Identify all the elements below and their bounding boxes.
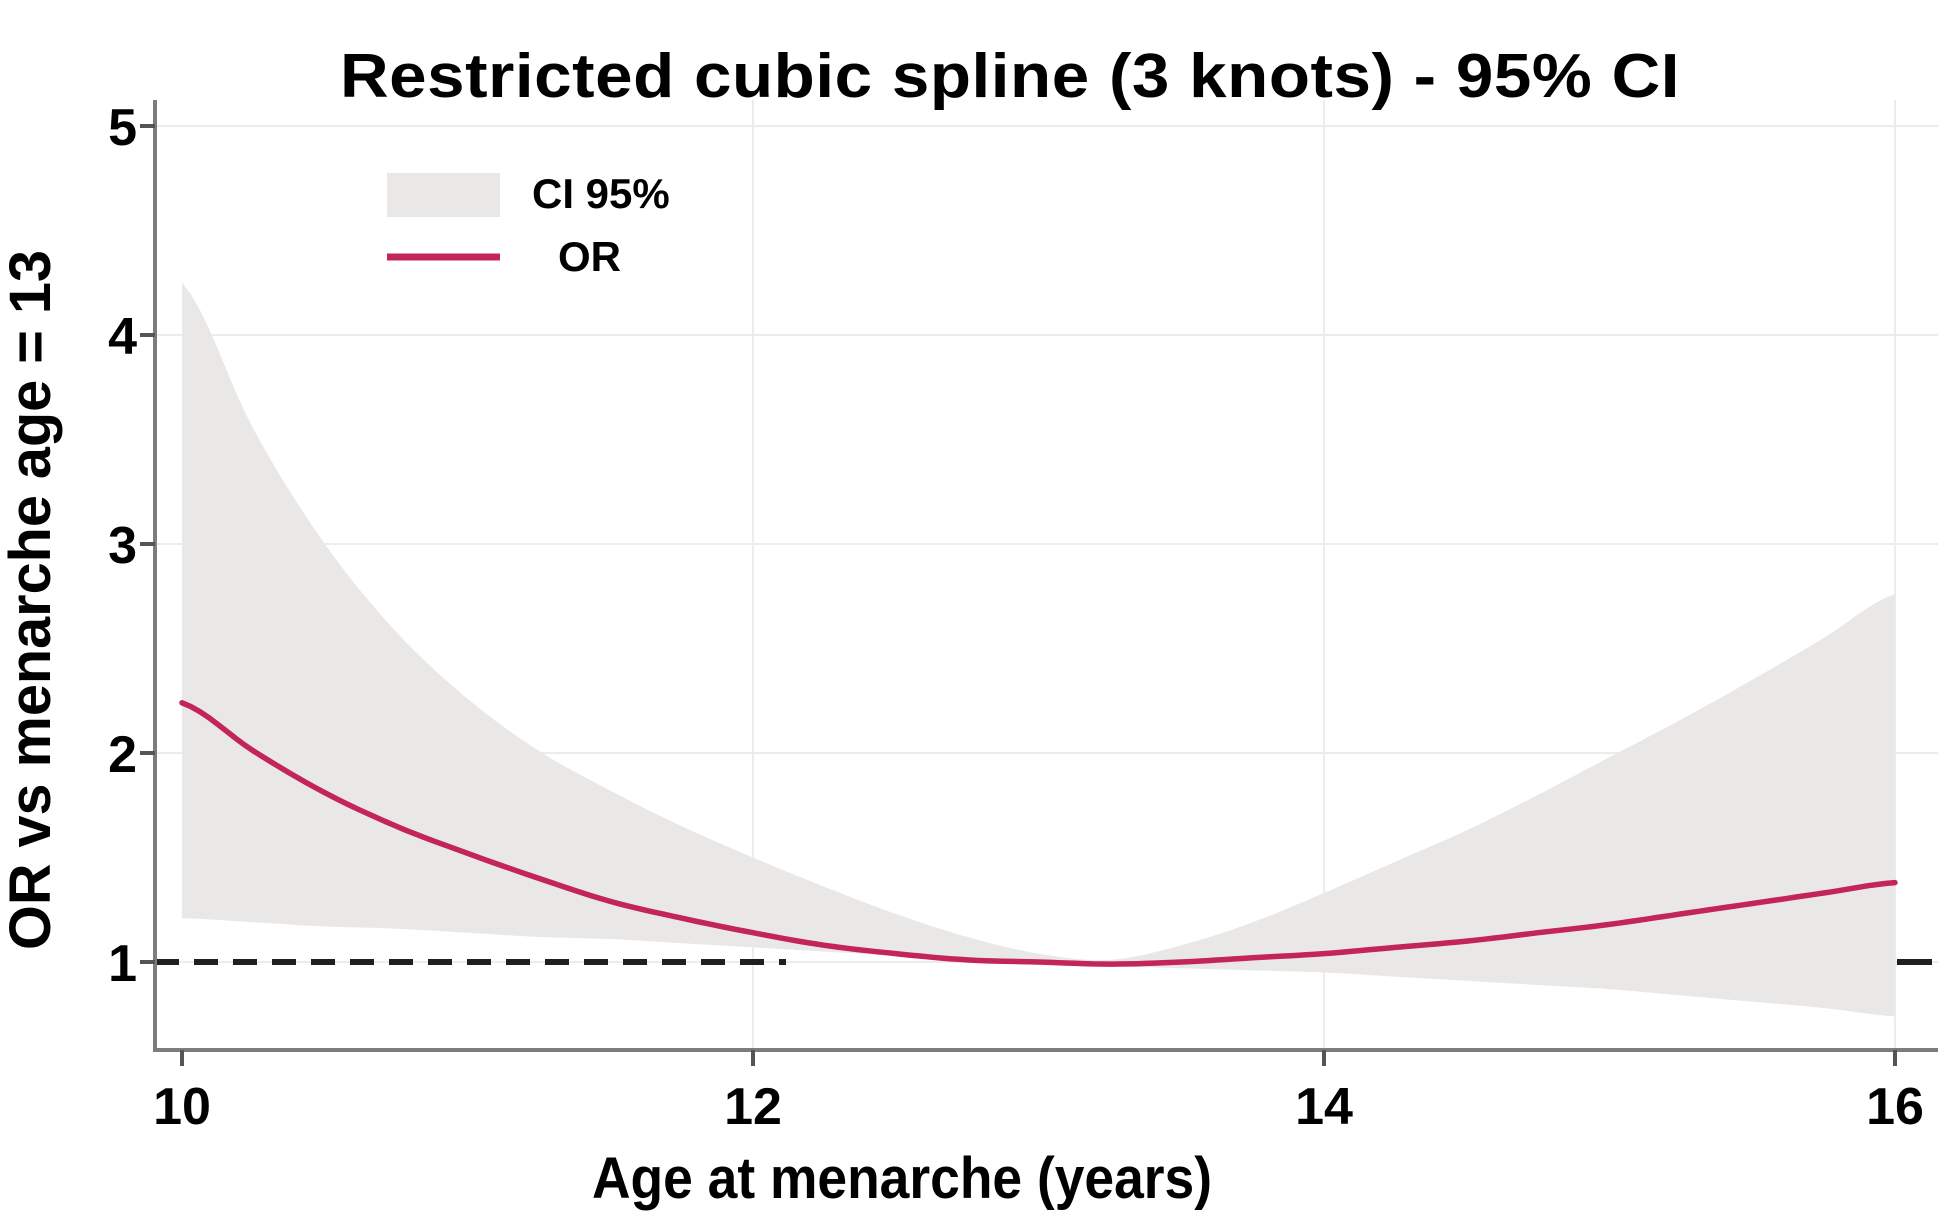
y-tick-label: 3 xyxy=(108,517,137,575)
x-tick-label: 14 xyxy=(1295,1078,1353,1136)
legend-ci-label: CI 95% xyxy=(532,170,670,217)
ci-band-group xyxy=(182,282,1895,1017)
legend-ci-band-swatch xyxy=(387,173,500,217)
or-curve xyxy=(179,700,1898,967)
axes xyxy=(140,100,1938,1066)
legend: CI 95% OR xyxy=(387,170,670,280)
ci-band xyxy=(182,282,1895,1017)
y-tick-label: 2 xyxy=(108,726,137,784)
legend-or-label: OR xyxy=(558,233,621,280)
y-axis-title: OR vs menarche age = 13 xyxy=(0,250,63,950)
x-tick-label: 12 xyxy=(724,1078,782,1136)
or-curve-group xyxy=(179,700,1898,967)
y-tick-label: 4 xyxy=(108,308,137,366)
x-tick-label: 10 xyxy=(153,1078,211,1136)
x-tick-label: 16 xyxy=(1866,1078,1924,1136)
chart-title: Restricted cubic spline (3 knots) - 95% … xyxy=(340,42,1680,111)
y-tick-label: 5 xyxy=(108,99,137,157)
y-tick-label: 1 xyxy=(108,935,137,993)
x-axis-title: Age at menarche (years) xyxy=(592,1146,1212,1211)
